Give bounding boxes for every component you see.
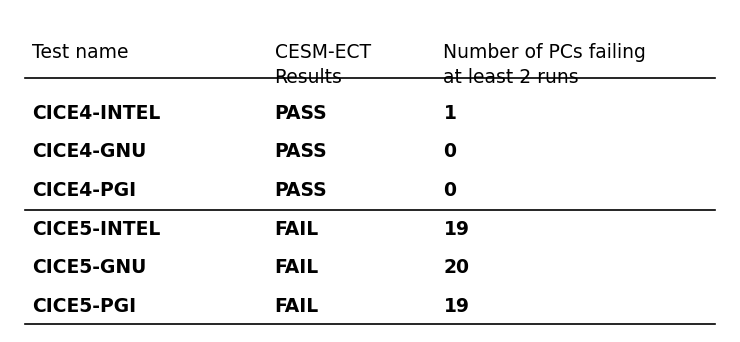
Text: CICE4-INTEL: CICE4-INTEL	[32, 104, 161, 123]
Text: PASS: PASS	[275, 142, 327, 161]
Text: CICE5-GNU: CICE5-GNU	[32, 259, 147, 277]
Text: 1: 1	[443, 104, 457, 123]
Text: Number of PCs failing
at least 2 runs: Number of PCs failing at least 2 runs	[443, 43, 646, 87]
Text: Test name: Test name	[32, 43, 129, 62]
Text: PASS: PASS	[275, 104, 327, 123]
Text: CESM-ECT
Results: CESM-ECT Results	[275, 43, 371, 87]
Text: FAIL: FAIL	[275, 297, 319, 316]
Text: PASS: PASS	[275, 181, 327, 200]
Text: FAIL: FAIL	[275, 220, 319, 239]
Text: 20: 20	[443, 259, 469, 277]
Text: CICE5-PGI: CICE5-PGI	[32, 297, 136, 316]
Text: 0: 0	[443, 142, 457, 161]
Text: 19: 19	[443, 297, 469, 316]
Text: CICE4-PGI: CICE4-PGI	[32, 181, 136, 200]
Text: 19: 19	[443, 220, 469, 239]
Text: CICE4-GNU: CICE4-GNU	[32, 142, 147, 161]
Text: FAIL: FAIL	[275, 259, 319, 277]
Text: CICE5-INTEL: CICE5-INTEL	[32, 220, 161, 239]
Text: 0: 0	[443, 181, 457, 200]
